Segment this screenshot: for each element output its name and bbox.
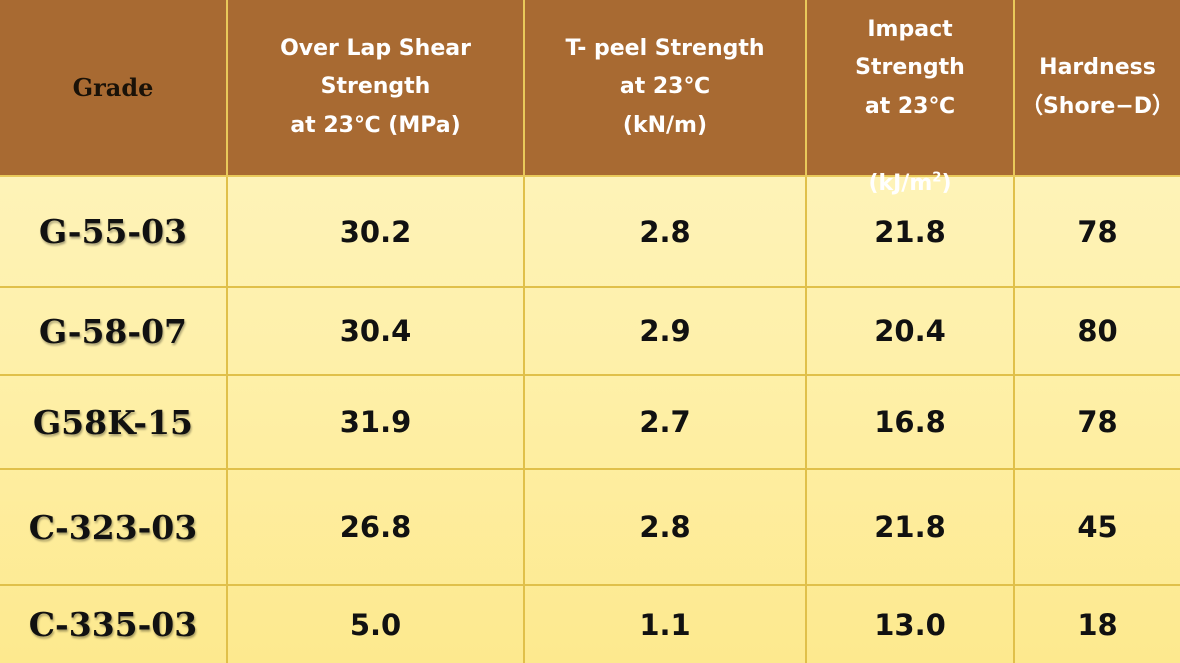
table-row-1-hardness: 78 — [1015, 177, 1180, 288]
header-hardness: Hardness （Shore−D） — [1015, 0, 1180, 177]
table-row-2-hardness: 80 — [1015, 288, 1180, 376]
table-row-3-hardness: 78 — [1015, 376, 1180, 470]
table-row-4-t-peel: 2.8 — [525, 470, 807, 586]
header-t-peel: T- peel Strength at 23℃ (kN/m) — [525, 0, 807, 177]
header-impact-unit: (kJ/m2) — [868, 171, 951, 196]
table-row-4-grade: C-323-03 — [0, 470, 228, 586]
impact-unit-prefix: (kJ/m — [868, 170, 933, 196]
table-row-5-lap-shear: 5.0 — [228, 586, 525, 663]
header-lap-shear: Over Lap Shear Strength at 23℃ (MPa) — [228, 0, 525, 177]
table-row-5-hardness: 18 — [1077, 607, 1118, 642]
header-grade: Grade — [0, 0, 228, 177]
table-row-1-lap-shear: 30.2 — [228, 177, 525, 288]
table-row-1-impact: 21.8 — [807, 177, 1015, 288]
table-row-1-grade: G-55-03 — [0, 177, 228, 288]
impact-unit-suffix: ) — [941, 170, 952, 196]
table-row-5-t-peel: 1.1 — [525, 586, 807, 663]
table-row-2-impact: 20.4 — [807, 288, 1015, 376]
table-row-4-impact: 21.8 — [807, 470, 1015, 586]
header-impact: Impact Strength at 23℃ (kJ/m2) — [807, 0, 1015, 196]
table-row-2-lap-shear: 30.4 — [228, 288, 525, 376]
table-row-4-hardness: 45 — [1015, 470, 1180, 586]
header-impact-title: Impact Strength at 23℃ — [855, 16, 965, 119]
impact-unit-sup: 2 — [932, 170, 942, 186]
table-row-5-impact: 13.0 — [807, 586, 1015, 663]
table-row-2-t-peel: 2.9 — [525, 288, 807, 376]
table-row-3-grade: G58K-15 — [0, 376, 228, 470]
table-row-4-lap-shear: 26.8 — [228, 470, 525, 586]
table-row-2-grade: G-58-07 — [0, 288, 228, 376]
table-row-3-t-peel: 2.7 — [525, 376, 807, 470]
table-row-3-impact: 16.8 — [807, 376, 1015, 470]
header-impact-label: Impact Strength at 23℃ (kJ/m2) — [855, 0, 965, 203]
table-row-3-lap-shear: 31.9 — [228, 376, 525, 470]
table-row-1-t-peel: 2.8 — [525, 177, 807, 288]
table-row-5-grade: C-335-03 — [0, 586, 228, 663]
